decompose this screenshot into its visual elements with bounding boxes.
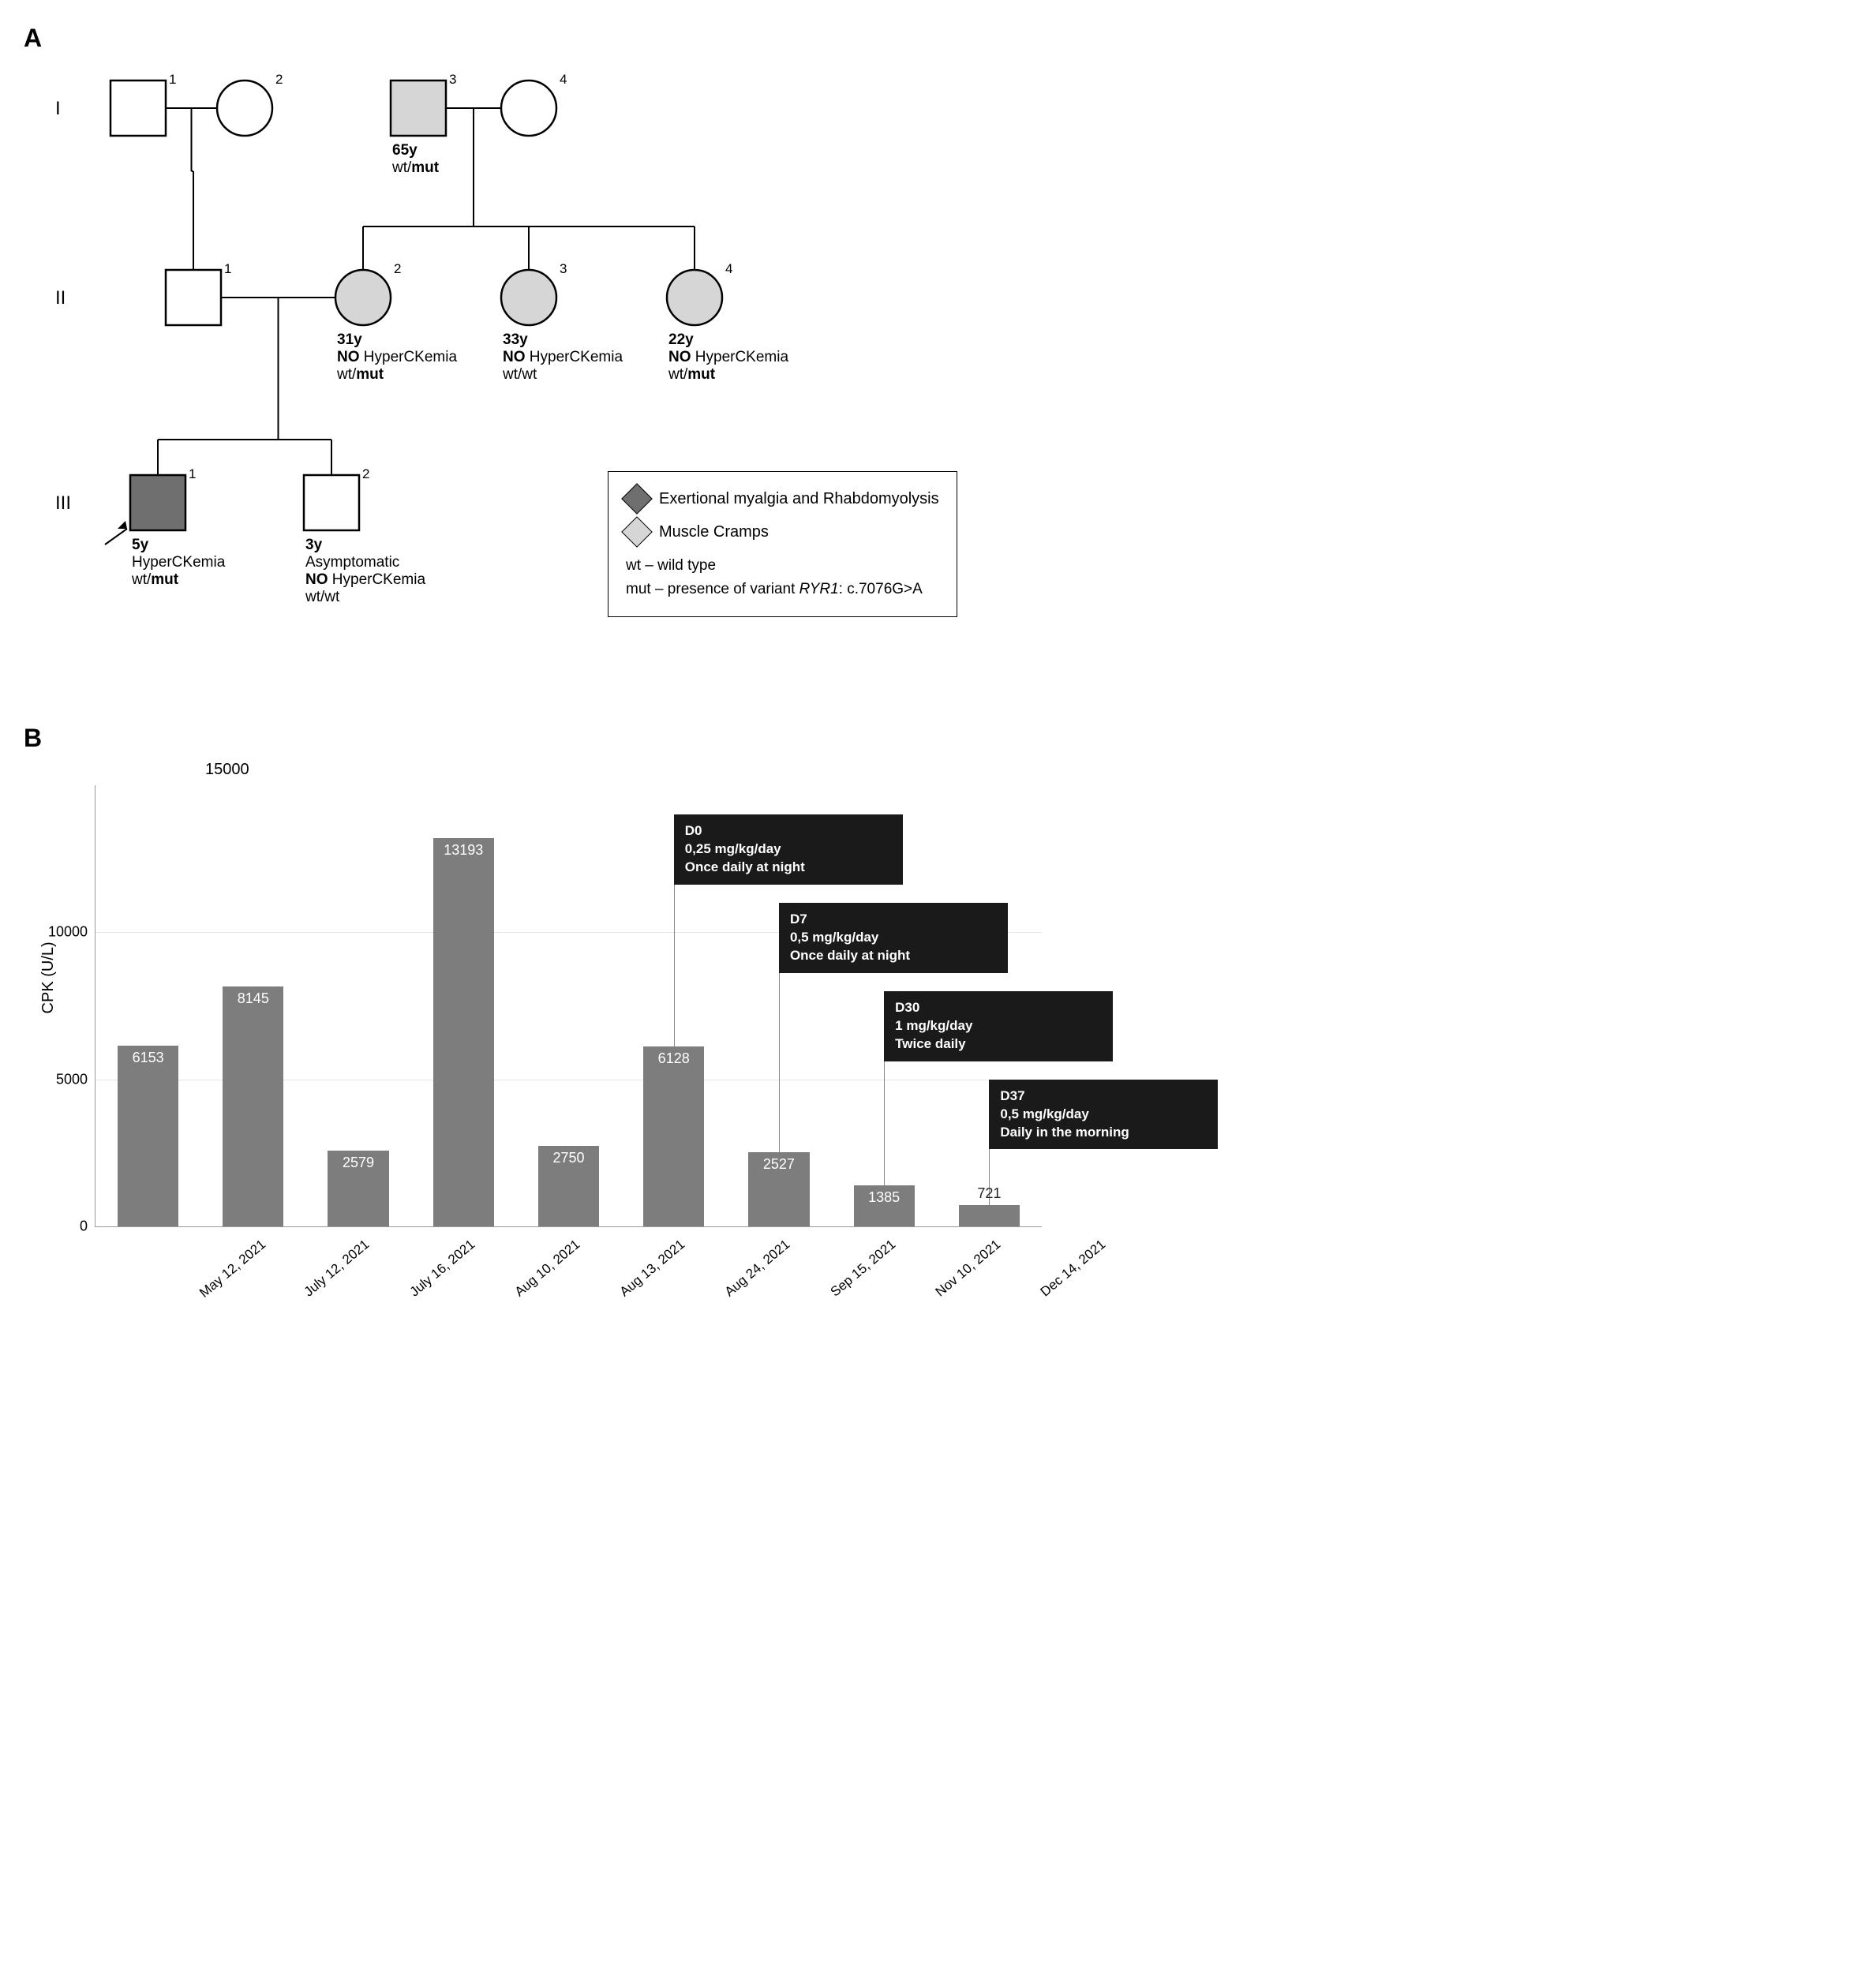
pedigree-node-info: 33y — [503, 331, 528, 348]
legend-diamond-rhabdo — [621, 483, 653, 515]
annotation-line — [779, 971, 780, 1152]
panel-b: CPK (U/L) 15000 0500010000D00,25 mg/kg/d… — [24, 761, 1129, 1338]
chart-bar: 8145 — [223, 986, 283, 1226]
chart-bar: 1385 — [854, 1185, 915, 1226]
pedigree-legend: Exertional myalgia and Rhabdomyolysis Mus… — [608, 471, 957, 617]
chart-bar-value: 6153 — [133, 1050, 164, 1066]
pedigree-node-number: 4 — [560, 72, 567, 87]
chart-bar: 721 — [959, 1205, 1020, 1226]
chart-bar: 2750 — [538, 1146, 599, 1226]
annotation-box: D301 mg/kg/dayTwice daily — [884, 991, 1113, 1061]
chart-xtick-label: Aug 24, 2021 — [722, 1237, 793, 1300]
pedigree-node-number: 3 — [560, 261, 567, 276]
chart-bar-value: 6128 — [658, 1050, 690, 1067]
chart-xtick-label: July 12, 2021 — [301, 1237, 373, 1300]
chart-ytick-label: 10000 — [48, 924, 95, 941]
pedigree-node — [391, 80, 446, 136]
chart-bar: 6128 — [643, 1046, 704, 1226]
pedigree-node — [110, 80, 166, 136]
chart-bar-value: 13193 — [444, 842, 483, 859]
pedigree-node-info: NO HyperCKemia — [305, 571, 425, 588]
pedigree-node-info: Asymptomatic — [305, 554, 399, 571]
pedigree-node-info: wt/mut — [391, 159, 440, 176]
chart-bar-value: 1385 — [868, 1189, 900, 1206]
bar-chart: 0500010000D00,25 mg/kg/dayOnce daily at … — [95, 785, 1042, 1227]
pedigree-node — [304, 475, 359, 530]
chart-xtick-label: Aug 13, 2021 — [617, 1237, 688, 1300]
pedigree-node — [130, 475, 185, 530]
chart-xtick-label: Dec 14, 2021 — [1038, 1237, 1109, 1300]
generation-label: I — [55, 98, 61, 119]
legend-row-rhabdo: Exertional myalgia and Rhabdomyolysis — [626, 486, 939, 511]
chart-xtick-label: July 16, 2021 — [406, 1237, 477, 1300]
annotation-box: D70,5 mg/kg/dayOnce daily at night — [779, 903, 1008, 973]
pedigree-node — [335, 270, 391, 325]
annotation-box: D370,5 mg/kg/dayDaily in the morning — [989, 1080, 1218, 1150]
chart-xtick-label: Nov 10, 2021 — [932, 1237, 1003, 1300]
chart-bar-value: 2750 — [552, 1150, 584, 1166]
legend-genotype-key: wt – wild typemut – presence of variant … — [626, 554, 939, 602]
pedigree-node-number: 1 — [169, 72, 176, 87]
pedigree-node-info: 31y — [337, 331, 362, 348]
chart-xtick-label: May 12, 2021 — [197, 1237, 269, 1301]
annotation-line — [884, 1059, 885, 1186]
chart-ylabel: CPK (U/L) — [39, 941, 58, 1013]
pedigree-node-number: 1 — [224, 261, 231, 276]
pedigree-node-number: 4 — [725, 261, 732, 276]
legend-label-cramps: Muscle Cramps — [659, 519, 769, 545]
legend-diamond-cramps — [621, 516, 653, 548]
pedigree-node-info: 5y — [132, 537, 149, 553]
pedigree-node-info: 22y — [668, 331, 694, 348]
panel-b-label: B — [24, 724, 1129, 753]
chart-ymax-label: 15000 — [205, 761, 1042, 779]
pedigree-node — [501, 270, 556, 325]
pedigree-node-info: wt/mut — [131, 571, 179, 588]
chart-xtick-label: Aug 10, 2021 — [512, 1237, 583, 1300]
pedigree-node-info: wt/mut — [668, 366, 716, 383]
chart-xticks: May 12, 2021 July 12, 2021 July 16, 2021 Au… — [95, 1227, 1042, 1338]
pedigree-node-info: wt/wt — [502, 366, 537, 383]
pedigree-node — [217, 80, 272, 136]
chart-ytick-label: 5000 — [56, 1071, 95, 1087]
panel-a-label: A — [24, 24, 1129, 53]
legend-label-rhabdo: Exertional myalgia and Rhabdomyolysis — [659, 486, 939, 511]
chart-bar-value: 2527 — [763, 1156, 795, 1173]
proband-arrow — [105, 529, 127, 545]
pedigree-node-info: NO HyperCKemia — [668, 349, 788, 365]
pedigree-node-info: NO HyperCKemia — [337, 349, 457, 365]
chart-bar: 13193 — [433, 838, 494, 1226]
pedigree-node-number: 2 — [362, 466, 369, 481]
chart-xtick-label: Sep 15, 2021 — [827, 1237, 898, 1300]
pedigree-node — [501, 80, 556, 136]
pedigree-node — [166, 270, 221, 325]
pedigree-node-number: 2 — [394, 261, 401, 276]
annotation-box: D00,25 mg/kg/dayOnce daily at night — [674, 814, 903, 885]
proband-arrow-head — [118, 521, 127, 529]
pedigree-node-info: 65y — [392, 142, 418, 159]
pedigree-node-info: NO HyperCKemia — [503, 349, 623, 365]
chart-bar: 2579 — [328, 1151, 388, 1226]
chart-ytick-label: 0 — [80, 1218, 95, 1235]
pedigree-node-info: HyperCKemia — [132, 554, 226, 571]
generation-label: II — [55, 287, 66, 309]
chart-bar: 6153 — [118, 1046, 178, 1226]
pedigree-node — [667, 270, 722, 325]
chart-bar-value: 721 — [977, 1185, 1001, 1202]
pedigree-node-number: 1 — [189, 466, 196, 481]
pedigree-node-info: 3y — [305, 537, 323, 553]
pedigree-node-info: wt/mut — [336, 366, 384, 383]
pedigree-node-number: 3 — [449, 72, 456, 87]
chart-bar-value: 2579 — [343, 1155, 374, 1171]
pedigree-node-info: wt/wt — [305, 589, 340, 605]
annotation-line — [674, 882, 675, 1046]
legend-row-cramps: Muscle Cramps — [626, 519, 939, 545]
panel-a: IIIIII12365ywt/mut41231yNO HyperCKemiawt… — [24, 61, 1129, 676]
chart-bar: 2527 — [748, 1152, 809, 1226]
chart-bar-value: 8145 — [238, 990, 269, 1007]
pedigree-svg: IIIIII12365ywt/mut41231yNO HyperCKemiawt… — [24, 61, 1129, 676]
generation-label: III — [55, 492, 71, 514]
pedigree-node-number: 2 — [275, 72, 283, 87]
